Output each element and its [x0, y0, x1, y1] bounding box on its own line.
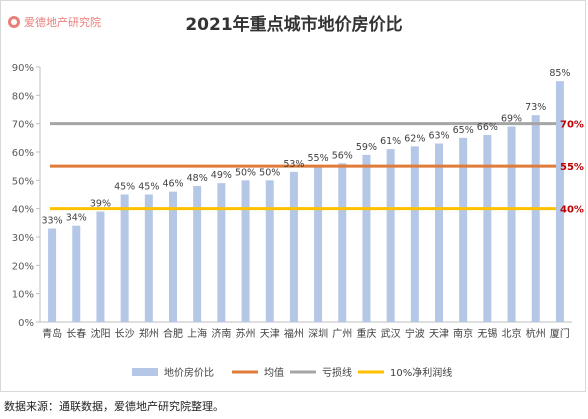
bar [144, 194, 153, 322]
y-tick-label: 70% [12, 120, 34, 131]
data-label: 50% [235, 167, 256, 178]
logo-icon [8, 16, 20, 28]
bar [507, 126, 516, 322]
legend-label: 均值 [264, 366, 284, 379]
logo: 爱德地产研究院 [8, 14, 101, 30]
x-tick-label: 郑州 [139, 327, 159, 340]
bar [241, 180, 250, 322]
bar [314, 166, 323, 322]
bar [459, 137, 468, 322]
data-label: 34% [66, 213, 87, 224]
x-tick-label: 南京 [453, 327, 473, 340]
x-tick-label: 济南 [211, 327, 231, 340]
x-tick-label: 厦门 [550, 327, 570, 340]
bar [289, 171, 298, 322]
y-tick-label: 20% [12, 261, 34, 272]
bar [169, 191, 177, 322]
data-label: 50% [259, 167, 280, 178]
x-tick-label: 北京 [502, 327, 522, 340]
data-label: 61% [380, 136, 401, 147]
legend-label: 亏损线 [322, 366, 352, 379]
bar [265, 180, 274, 322]
data-label: 73% [525, 102, 546, 113]
data-label: 53% [283, 159, 304, 170]
bar [483, 135, 492, 322]
x-tick-label: 重庆 [356, 327, 376, 340]
bar [410, 146, 419, 322]
legend-label: 10%净利润线 [390, 366, 452, 379]
x-tick-label: 合肥 [163, 327, 183, 340]
x-tick-label: 上海 [187, 327, 207, 340]
x-tick-label: 天津 [429, 328, 449, 340]
reference-line-label: 70% [560, 120, 584, 131]
source-note: 数据来源：通联数据，爱德地产研究院整理。 [4, 400, 224, 413]
bar [386, 149, 395, 322]
bar [120, 194, 129, 322]
chart-title: 2021年重点城市地价房价比 [185, 15, 403, 35]
x-tick-label: 武汉 [381, 327, 401, 340]
reference-line-label: 55% [560, 162, 584, 173]
data-label: 59% [356, 142, 377, 153]
x-tick-label: 青岛 [42, 327, 62, 340]
bar [435, 143, 443, 322]
bar [72, 225, 81, 322]
x-tick-label: 无锡 [477, 327, 497, 340]
bar [531, 115, 540, 323]
y-tick-label: 60% [12, 148, 34, 159]
y-tick-label: 90% [12, 63, 34, 74]
data-label: 65% [453, 125, 474, 136]
x-tick-label: 深圳 [308, 328, 328, 340]
data-label: 48% [187, 173, 208, 184]
x-tick-label: 苏州 [236, 327, 256, 340]
data-label: 46% [162, 179, 183, 190]
chart-svg: 0% 10% 20% 30% 40% 50% 60% 70% 80% 90% 55% 70% 40% 33… [12, 63, 584, 379]
bar [193, 186, 202, 322]
legend-swatch [132, 368, 158, 376]
data-label: 85% [549, 68, 570, 79]
data-label: 66% [477, 122, 498, 133]
x-tick-label: 沈阳 [90, 327, 110, 340]
y-tick-label: 40% [12, 205, 34, 216]
data-label: 33% [42, 216, 63, 227]
bar [217, 183, 226, 322]
legend-label: 地价房价比 [164, 366, 214, 379]
y-tick-label: 80% [12, 91, 34, 102]
x-tick-label: 广州 [332, 328, 352, 340]
data-label: 56% [332, 150, 353, 161]
x-tick-label: 天津 [260, 328, 280, 340]
bar [96, 211, 105, 322]
data-label: 49% [211, 170, 232, 181]
data-label: 62% [404, 133, 425, 144]
data-label: 45% [114, 182, 135, 193]
bar [362, 154, 371, 322]
y-tick-label: 0% [18, 318, 34, 329]
reference-line-label: 40% [560, 205, 584, 216]
y-tick-label: 10% [12, 290, 34, 301]
x-tick-label: 福州 [284, 327, 304, 340]
data-label: 63% [428, 131, 449, 142]
logo-text: 爱德地产研究院 [24, 16, 101, 29]
bar [48, 228, 57, 322]
x-tick-label: 宁波 [405, 327, 425, 340]
data-label: 55% [308, 153, 329, 164]
bar [338, 163, 347, 322]
data-label: 69% [501, 114, 522, 125]
x-tick-label: 长沙 [115, 328, 135, 340]
bar [555, 81, 564, 323]
x-tick-label: 长春 [66, 328, 86, 340]
x-tick-label: 杭州 [526, 327, 546, 340]
data-label: 45% [138, 182, 159, 193]
y-tick-label: 30% [12, 233, 34, 244]
y-tick-label: 50% [12, 176, 34, 187]
data-label: 39% [90, 199, 111, 210]
